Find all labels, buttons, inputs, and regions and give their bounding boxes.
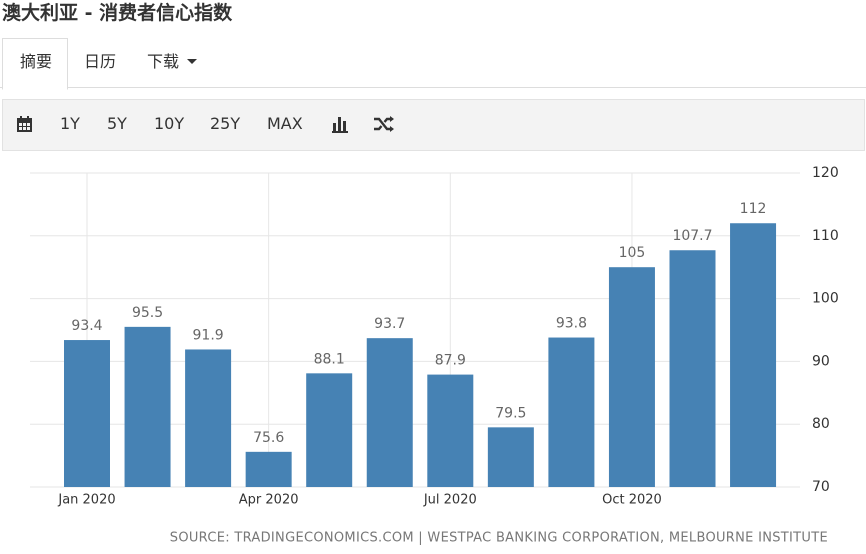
y-tick-label: 110 <box>812 228 839 244</box>
bar <box>306 373 353 487</box>
bar <box>124 326 171 487</box>
chart-type-icon[interactable] <box>331 115 349 133</box>
compare-icon[interactable] <box>373 115 395 133</box>
dropdown-caret[interactable] <box>186 58 198 66</box>
data-label: 75.6 <box>253 430 284 446</box>
x-tick-label: Apr 2020 <box>239 493 299 508</box>
bar <box>669 250 716 487</box>
data-label: 93.4 <box>71 318 102 334</box>
data-label: 107.7 <box>672 228 712 244</box>
data-label: 95.5 <box>132 305 163 321</box>
data-label: 88.1 <box>314 351 345 367</box>
page-title: 澳大利亚 - 消费者信心指数 <box>2 2 233 24</box>
range-button[interactable]: 10Y <box>154 114 185 133</box>
tab[interactable]: 摘要 <box>20 52 53 71</box>
bar <box>245 451 292 487</box>
range-button[interactable]: 5Y <box>107 114 127 133</box>
tab-divider <box>0 87 866 88</box>
range-button[interactable]: 1Y <box>60 114 80 133</box>
data-label: 112 <box>740 201 767 217</box>
bar <box>427 374 474 487</box>
y-tick-label: 70 <box>812 479 830 495</box>
tab[interactable]: 下载 <box>147 52 180 71</box>
y-tick-label: 120 <box>812 165 839 181</box>
data-label: 87.9 <box>435 353 466 369</box>
data-label: 93.8 <box>556 316 587 332</box>
x-tick-label: Jan 2020 <box>57 493 115 508</box>
range-button[interactable]: MAX <box>267 114 303 133</box>
bar <box>64 340 110 487</box>
bar <box>608 267 655 487</box>
bar <box>730 223 777 487</box>
calendar-icon[interactable] <box>16 115 34 133</box>
x-tick-label: Oct 2020 <box>602 493 662 508</box>
data-label: 93.7 <box>374 316 405 332</box>
bar <box>548 337 595 487</box>
bar <box>366 338 413 487</box>
source-note: SOURCE: TRADINGECONOMICS.COM | WESTPAC B… <box>170 531 828 546</box>
y-tick-label: 80 <box>812 416 830 432</box>
active-tab-frame <box>2 38 68 90</box>
data-label: 79.5 <box>495 405 526 421</box>
range-button[interactable]: 25Y <box>210 114 241 133</box>
bar <box>487 427 534 487</box>
toolbar <box>2 99 865 151</box>
y-tick-label: 90 <box>812 353 830 369</box>
y-tick-label: 100 <box>812 291 839 307</box>
tab[interactable]: 日历 <box>84 52 117 71</box>
bar <box>185 349 232 487</box>
chart: 70 80 90 100 110 120 93.4 Jan 2020 95.5 91.9 75.6 A… <box>30 165 839 546</box>
data-label: 91.9 <box>193 327 224 343</box>
x-tick-label: Jul 2020 <box>423 493 477 508</box>
data-label: 105 <box>619 245 646 261</box>
